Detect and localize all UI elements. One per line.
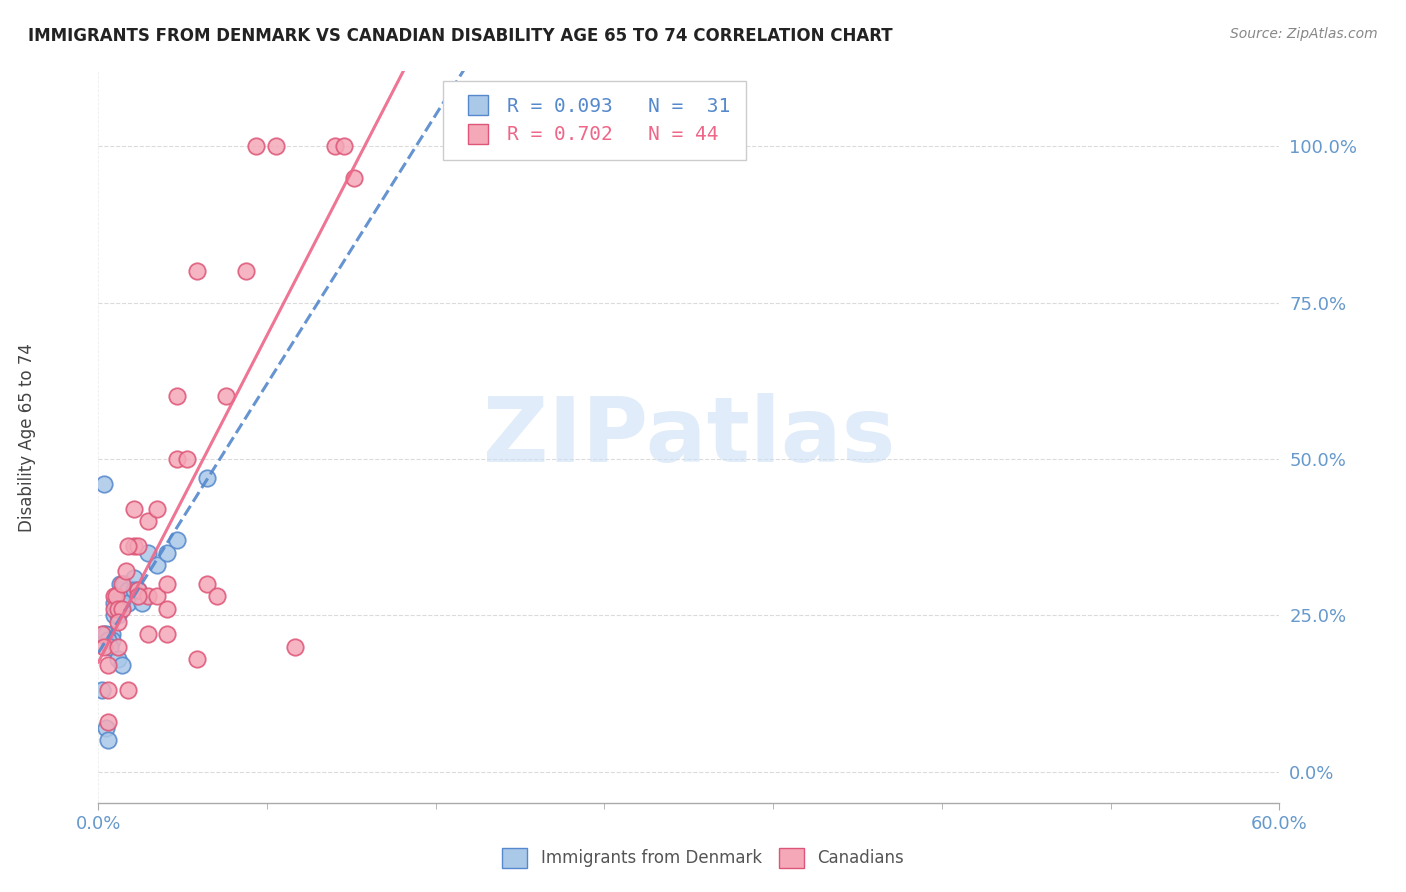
Point	[186, 264, 208, 278]
Point	[112, 577, 135, 591]
Point	[117, 540, 139, 554]
Point	[91, 683, 114, 698]
Point	[107, 608, 129, 623]
Point	[156, 627, 179, 641]
Point	[127, 590, 149, 604]
Point	[122, 571, 145, 585]
Point	[97, 714, 120, 729]
Point	[105, 590, 128, 604]
Point	[264, 139, 287, 153]
Point	[107, 615, 129, 629]
Point	[333, 139, 356, 153]
Point	[93, 640, 115, 654]
Point	[96, 721, 118, 735]
Point	[195, 471, 218, 485]
Point	[103, 596, 125, 610]
Point	[117, 583, 139, 598]
Point	[97, 658, 120, 673]
Point	[127, 583, 149, 598]
Text: ZIPatlas: ZIPatlas	[482, 393, 896, 481]
Point	[111, 658, 134, 673]
Point	[156, 577, 179, 591]
Point	[91, 627, 114, 641]
Point	[146, 558, 169, 573]
Point	[235, 264, 257, 278]
Point	[111, 577, 134, 591]
Point	[97, 633, 120, 648]
Point	[117, 683, 139, 698]
Point	[166, 452, 188, 467]
Y-axis label: Disability Age 65 to 74: Disability Age 65 to 74	[18, 343, 37, 532]
Point	[131, 596, 153, 610]
Point	[101, 633, 124, 648]
Point	[115, 565, 138, 579]
Point	[146, 590, 169, 604]
Point	[103, 590, 125, 604]
Point	[136, 515, 159, 529]
Point	[127, 583, 149, 598]
Point	[103, 602, 125, 616]
Point	[93, 627, 115, 641]
Point	[205, 590, 228, 604]
Point	[107, 602, 129, 616]
Legend: R = 0.093   N =  31, R = 0.702   N = 44: R = 0.093 N = 31, R = 0.702 N = 44	[443, 81, 747, 160]
Point	[97, 683, 120, 698]
Point	[176, 452, 198, 467]
Point	[127, 540, 149, 554]
Point	[156, 546, 179, 560]
Point	[284, 640, 307, 654]
Point	[117, 596, 139, 610]
Point	[245, 139, 267, 153]
Point	[146, 502, 169, 516]
Point	[111, 596, 134, 610]
Point	[107, 596, 129, 610]
Point	[136, 590, 159, 604]
Point	[108, 577, 131, 591]
Point	[98, 640, 121, 654]
Point	[122, 583, 145, 598]
Text: Source: ZipAtlas.com: Source: ZipAtlas.com	[1230, 27, 1378, 41]
Point	[111, 583, 134, 598]
Point	[323, 139, 346, 153]
Point	[156, 602, 179, 616]
Point	[111, 602, 134, 616]
Point	[97, 733, 120, 747]
Point	[103, 608, 125, 623]
Point	[96, 627, 118, 641]
Point	[101, 627, 124, 641]
Point	[107, 640, 129, 654]
Point	[107, 652, 129, 666]
Point	[166, 533, 188, 548]
Point	[136, 627, 159, 641]
Point	[166, 389, 188, 403]
Point	[122, 502, 145, 516]
Point	[195, 577, 218, 591]
Text: IMMIGRANTS FROM DENMARK VS CANADIAN DISABILITY AGE 65 TO 74 CORRELATION CHART: IMMIGRANTS FROM DENMARK VS CANADIAN DISA…	[28, 27, 893, 45]
Point	[186, 652, 208, 666]
Point	[136, 546, 159, 560]
Point	[122, 540, 145, 554]
Point	[343, 170, 366, 185]
Legend: Immigrants from Denmark, Canadians: Immigrants from Denmark, Canadians	[496, 841, 910, 875]
Point	[93, 477, 115, 491]
Point	[215, 389, 238, 403]
